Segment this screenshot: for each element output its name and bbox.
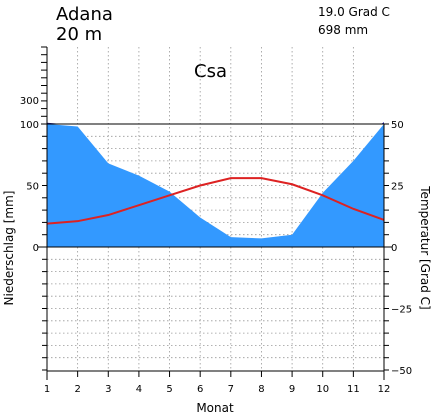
x-axis-label: Monat	[196, 401, 234, 415]
left-tick-label: 100	[20, 120, 39, 131]
temperature-line	[46, 177, 385, 225]
x-tick-label: 11	[347, 384, 360, 395]
right-tick-label: −25	[391, 305, 412, 316]
x-tick-label: 5	[166, 384, 172, 395]
x-tick-label: 10	[316, 384, 329, 395]
mean-temperature: 19.0 Grad C	[318, 5, 390, 19]
left-tick-label: 50	[26, 182, 39, 193]
x-tick-label: 8	[258, 384, 264, 395]
x-tick-label: 9	[289, 384, 295, 395]
right-tick-label: 0	[391, 243, 397, 254]
precipitation-area	[47, 124, 384, 247]
x-tick-label: 6	[197, 384, 203, 395]
precipitation-series	[47, 122, 384, 247]
axes	[41, 46, 389, 380]
right-tick-label: −50	[391, 366, 412, 377]
x-tick-label: 4	[136, 384, 142, 395]
x-tick-label: 12	[378, 384, 391, 395]
x-tick-label: 3	[105, 384, 111, 395]
x-tick-label: 1	[44, 384, 50, 395]
left-top-tick-label: 300	[20, 96, 39, 107]
station-name: Adana	[56, 4, 113, 25]
station-elevation: 20 m	[56, 24, 102, 45]
annual-precipitation: 698 mm	[318, 23, 368, 37]
climate-class: Csa	[194, 61, 227, 82]
x-tick-label: 2	[74, 384, 80, 395]
left-axis-label: Niederschlag [mm]	[2, 191, 16, 306]
x-tick-label: 7	[228, 384, 234, 395]
right-axis-label: Temperatur [Grad C]	[418, 185, 432, 309]
right-tick-label: 25	[391, 182, 404, 193]
right-tick-label: 50	[391, 120, 404, 131]
left-tick-label: 0	[33, 243, 39, 254]
